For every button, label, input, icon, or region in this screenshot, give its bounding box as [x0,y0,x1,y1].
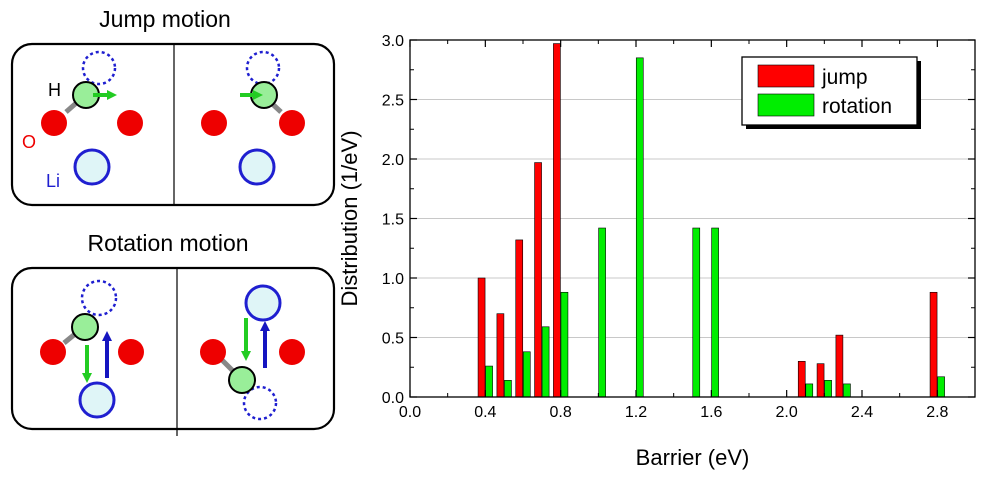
jump-motion-title: Jump motion [99,6,231,32]
oxygen-atom [117,110,143,136]
jump-bar [929,291,938,398]
jump-box-frame [10,42,336,207]
dotted-orbit-icon [245,50,281,86]
oxygen-atom [40,339,66,365]
ticks-layer: 0.0 0.5 1.0 1.5 2.0 2.5 3.0 0.0 0.4 0.8 1.2 1.6 2.0 2… [382,33,976,421]
rotation-bar [504,380,512,398]
y-axis-title: Distribution (1/eV) [337,130,362,306]
legend-label-rotation: rotation [822,95,892,118]
legend-swatch-rotation [757,93,815,117]
y-tick-label: 1.5 [382,212,404,229]
hydrogen-atom [228,366,256,394]
jump-bar [534,162,542,398]
h-label: H [48,80,61,100]
rotation-motion-diagram [10,266,336,436]
y-tick-label: 0.0 [382,390,404,407]
x-tick-label: 0.8 [550,404,572,421]
x-axis-title: Barrier (eV) [636,445,750,470]
li-label: Li [46,171,60,191]
rotation-bar [485,365,493,398]
lithium-atom [78,381,116,419]
rotation-bar [560,291,569,398]
rotation-box-frame [10,266,336,431]
y-tick-label: 0.5 [382,331,404,348]
oxygen-atom [118,339,144,365]
legend: jump rotation [741,56,921,129]
dotted-orbit-icon [81,50,117,86]
dotted-lithium-icon [80,279,118,317]
rotation-motion-title: Rotation motion [87,230,249,256]
oxygen-atom [200,339,226,365]
rotation-bar [522,351,531,398]
x-tick-label: 2.4 [851,404,873,421]
x-tick-label: 1.6 [700,404,722,421]
dotted-orbit-icon [242,385,278,421]
y-tick-label: 1.0 [382,271,404,288]
x-tick-label: 0.4 [474,404,496,421]
lithium-atom [73,148,111,186]
lithium-atom [244,284,282,322]
y-tick-label: 3.0 [382,33,404,50]
jump-motion-diagram: H O Li [10,42,336,207]
jump-bar [835,334,844,398]
rotation-bar [541,326,550,398]
oxygen-atom [279,339,305,365]
x-tick-label: 0.0 [399,404,421,421]
jump-bar [515,239,524,398]
y-tick-label: 2.0 [382,152,404,169]
o-label: O [22,132,36,152]
jump-bar [797,360,806,398]
rotation-bar [635,57,644,398]
jump-bar [496,313,505,398]
oxygen-atom [279,110,305,136]
rotation-bar [843,383,851,398]
legend-label-jump: jump [821,66,868,89]
bars-layer [477,43,945,398]
lithium-atom [238,148,276,186]
jump-bar [477,277,486,398]
rotation-bar [937,376,945,398]
rotation-bar [711,227,719,398]
x-tick-label: 1.2 [625,404,647,421]
jump-bar [553,43,561,398]
rotation-bar [824,380,832,398]
barrier-distribution-chart: 0.0 0.5 1.0 1.5 2.0 2.5 3.0 0.0 0.4 0.8 1.2 1.6 2.0 2… [337,33,976,470]
rotation-bar [805,383,814,398]
oxygen-atom [41,110,67,136]
jump-bar [816,363,825,398]
rotation-bar [692,227,701,398]
oxygen-atom [201,110,227,136]
y-tick-label: 2.5 [382,93,404,110]
legend-swatch-jump [757,64,815,88]
x-tick-label: 2.0 [776,404,798,421]
x-tick-label: 2.8 [926,404,948,421]
hydrogen-atom [71,313,99,341]
rotation-bar [598,227,606,398]
